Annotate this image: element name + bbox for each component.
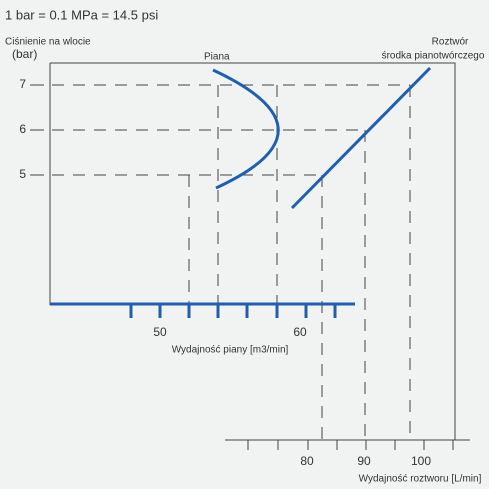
- foam-axis-label: Wydajność piany [m3/min]: [172, 345, 289, 356]
- solution-label: środka pianotwórczego: [382, 51, 485, 62]
- dashed-guides: [52, 84, 410, 176]
- frame: [49, 62, 470, 441]
- solution-tick-label: 80: [300, 454, 314, 468]
- foam-curve: [212, 68, 280, 190]
- solution-axis-label: Wydajność roztworu [L/min]: [359, 474, 482, 485]
- conversion: 1 bar = 0.1 MPa = 14.5 psi: [5, 7, 158, 22]
- solution-line: [290, 66, 432, 210]
- y-tick-label: 7: [19, 77, 26, 91]
- y-tick-label: 6: [19, 122, 26, 136]
- y-ticks: [30, 84, 44, 176]
- solution-label: Roztwór: [432, 37, 469, 48]
- foam-tick-label: 60: [293, 325, 307, 339]
- pressure-unit: (bar): [12, 47, 37, 61]
- foam-ticks: [129, 304, 337, 318]
- solution-tick-label: 100: [411, 454, 431, 468]
- pressure-label: Ciśnienie na wlocie: [5, 37, 91, 48]
- foam-label: Piana: [204, 52, 230, 63]
- solution-ticks: [247, 440, 454, 450]
- dashed-guides: [188, 85, 411, 440]
- solution-tick-label: 90: [357, 454, 371, 468]
- y-tick-label: 5: [19, 167, 26, 181]
- foam-tick-label: 50: [153, 325, 167, 339]
